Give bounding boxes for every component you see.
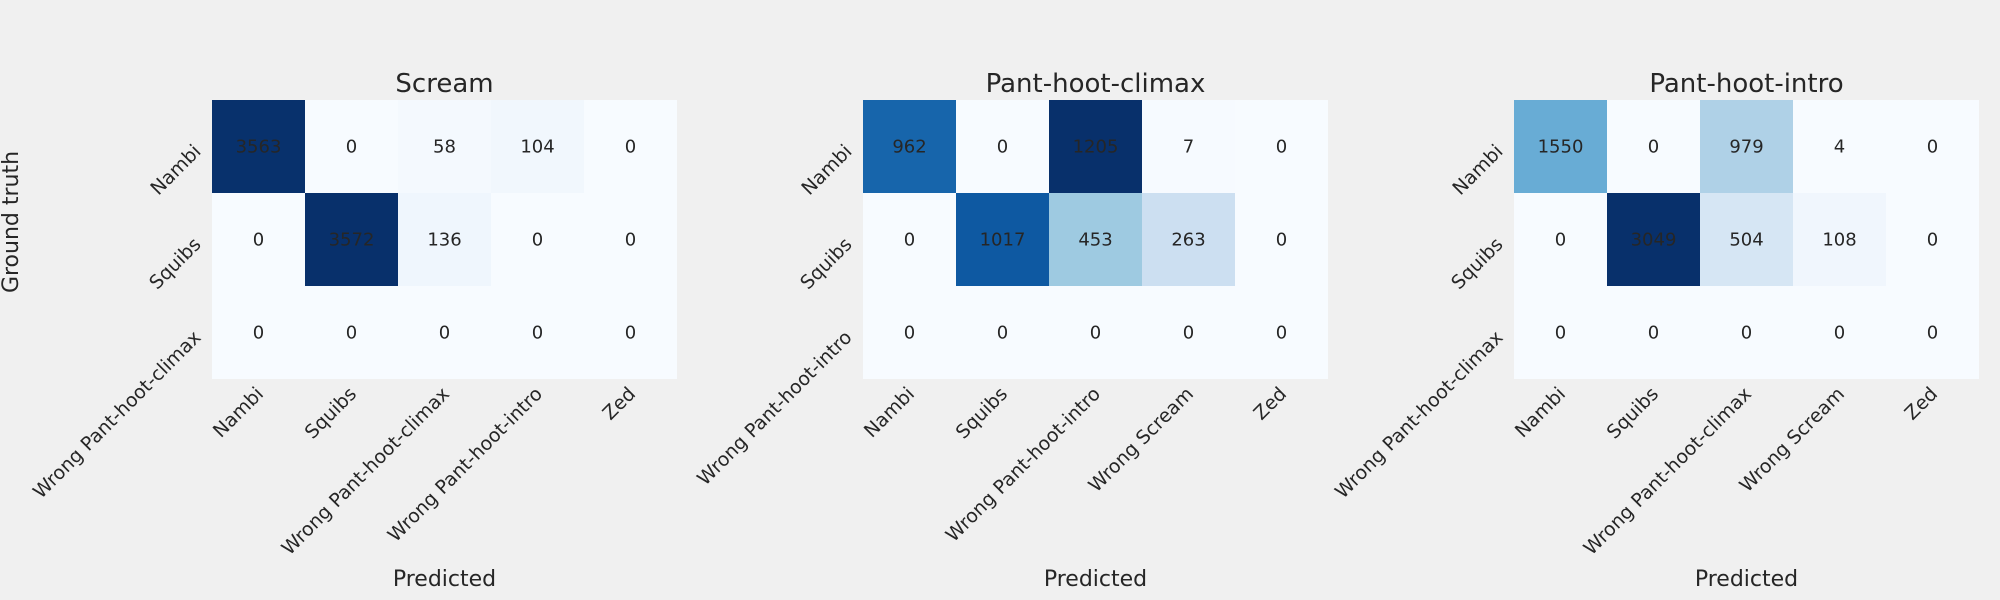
- cell-value: 0: [904, 323, 915, 344]
- cell-value: 0: [253, 230, 264, 251]
- cell-value: 0: [1276, 230, 1287, 251]
- cell-value: 1550: [1538, 137, 1584, 158]
- cell-value: 3049: [1631, 230, 1677, 251]
- cell-value: 962: [892, 137, 926, 158]
- heatmap-cell: [1142, 193, 1235, 286]
- cell-value: 0: [1276, 137, 1287, 158]
- cell-value: 0: [625, 230, 636, 251]
- heatmap-cell: [1142, 286, 1235, 379]
- heatmap-cell: [1700, 286, 1793, 379]
- panel-title: Pant-hoot-climax: [986, 69, 1206, 99]
- cell-value: 263: [1171, 230, 1205, 251]
- cell-value: 0: [1927, 230, 1938, 251]
- cell-value: 0: [904, 230, 915, 251]
- cell-value: 0: [1927, 137, 1938, 158]
- cell-value: 136: [427, 230, 461, 251]
- heatmap-cell: [1049, 100, 1142, 193]
- cell-value: 58: [433, 137, 456, 158]
- heatmap-cell: [584, 286, 677, 379]
- cell-value: 3572: [329, 230, 375, 251]
- cell-value: 504: [1729, 230, 1763, 251]
- cell-value: 1205: [1073, 137, 1119, 158]
- heatmap-cell: [956, 286, 1049, 379]
- cell-value: 0: [1927, 323, 1938, 344]
- heatmap-cell: [1514, 193, 1607, 286]
- cell-value: 0: [532, 323, 543, 344]
- cell-value: 4: [1834, 137, 1845, 158]
- heatmap-panel: Pant-hoot-climax 962 0 1205 7 0 0 1017 453 263 0 0 0…: [693, 69, 1328, 592]
- heatmap-cell: [1886, 193, 1979, 286]
- cell-value: 0: [1555, 323, 1566, 344]
- cell-value: 0: [532, 230, 543, 251]
- cell-value: 0: [439, 323, 450, 344]
- heatmap-cell: [398, 100, 491, 193]
- cell-value: 104: [520, 137, 554, 158]
- heatmap-cell: [1514, 100, 1607, 193]
- heatmap-cell: [1235, 286, 1328, 379]
- heatmap-cell: [1886, 100, 1979, 193]
- heatmap-cell: [1514, 286, 1607, 379]
- heatmap-cell: [491, 193, 584, 286]
- heatmap-cell: [491, 286, 584, 379]
- cell-value: 7: [1183, 137, 1194, 158]
- cell-value: 0: [1648, 323, 1659, 344]
- heatmap-cell: [1235, 100, 1328, 193]
- heatmap-cell: [1607, 286, 1700, 379]
- cell-value: 0: [1090, 323, 1101, 344]
- heatmap-cell: [956, 100, 1049, 193]
- heatmap-cell: [1886, 286, 1979, 379]
- cell-value: 0: [1834, 323, 1845, 344]
- heatmap-cell: [1700, 193, 1793, 286]
- panel-xlabel: Predicted: [1044, 567, 1147, 592]
- heatmap-cell: [1607, 193, 1700, 286]
- heatmap-cell: [305, 100, 398, 193]
- cell-value: 0: [346, 137, 357, 158]
- cell-value: 0: [1741, 323, 1752, 344]
- panel-xlabel: Predicted: [1695, 567, 1798, 592]
- heatmap-cell: [956, 193, 1049, 286]
- figure-ylabel: Ground truth: [0, 151, 24, 293]
- cell-value: 0: [625, 137, 636, 158]
- cell-value: 0: [346, 323, 357, 344]
- heatmap-cell: [863, 286, 956, 379]
- heatmap-cell: [398, 193, 491, 286]
- heatmap-cell: [584, 100, 677, 193]
- heatmap-cell: [1049, 193, 1142, 286]
- cell-value: 1017: [980, 230, 1026, 251]
- heatmap-cell: [398, 286, 491, 379]
- cell-value: 0: [1276, 323, 1287, 344]
- panel-title: Pant-hoot-intro: [1649, 69, 1843, 99]
- heatmap-cell: [1793, 193, 1886, 286]
- heatmap-cell: [212, 193, 305, 286]
- cell-value: 3563: [236, 137, 282, 158]
- heatmap-cell: [863, 193, 956, 286]
- cell-value: 0: [997, 137, 1008, 158]
- heatmap-cell: [305, 193, 398, 286]
- cell-value: 453: [1078, 230, 1112, 251]
- cell-value: 108: [1822, 230, 1856, 251]
- cell-value: 0: [1183, 323, 1194, 344]
- heatmap-cell: [305, 286, 398, 379]
- cell-value: 0: [1648, 137, 1659, 158]
- panel-xlabel: Predicted: [393, 567, 496, 592]
- heatmap-cell: [212, 286, 305, 379]
- heatmap-cell: [1793, 100, 1886, 193]
- heatmap-cell: [1793, 286, 1886, 379]
- heatmap-cell: [1235, 193, 1328, 286]
- heatmap-cell: [212, 100, 305, 193]
- heatmap-cell: [1700, 100, 1793, 193]
- heatmap-cell: [863, 100, 956, 193]
- cell-value: 0: [625, 323, 636, 344]
- heatmap-cell: [1049, 286, 1142, 379]
- cell-value: 979: [1729, 137, 1763, 158]
- panel-title: Scream: [395, 69, 493, 99]
- heatmap-cell: [584, 193, 677, 286]
- cell-value: 0: [997, 323, 1008, 344]
- cell-value: 0: [1555, 230, 1566, 251]
- heatmap-cell: [1607, 100, 1700, 193]
- heatmap-cell: [1142, 100, 1235, 193]
- cell-value: 0: [253, 323, 264, 344]
- heatmap-cell: [491, 100, 584, 193]
